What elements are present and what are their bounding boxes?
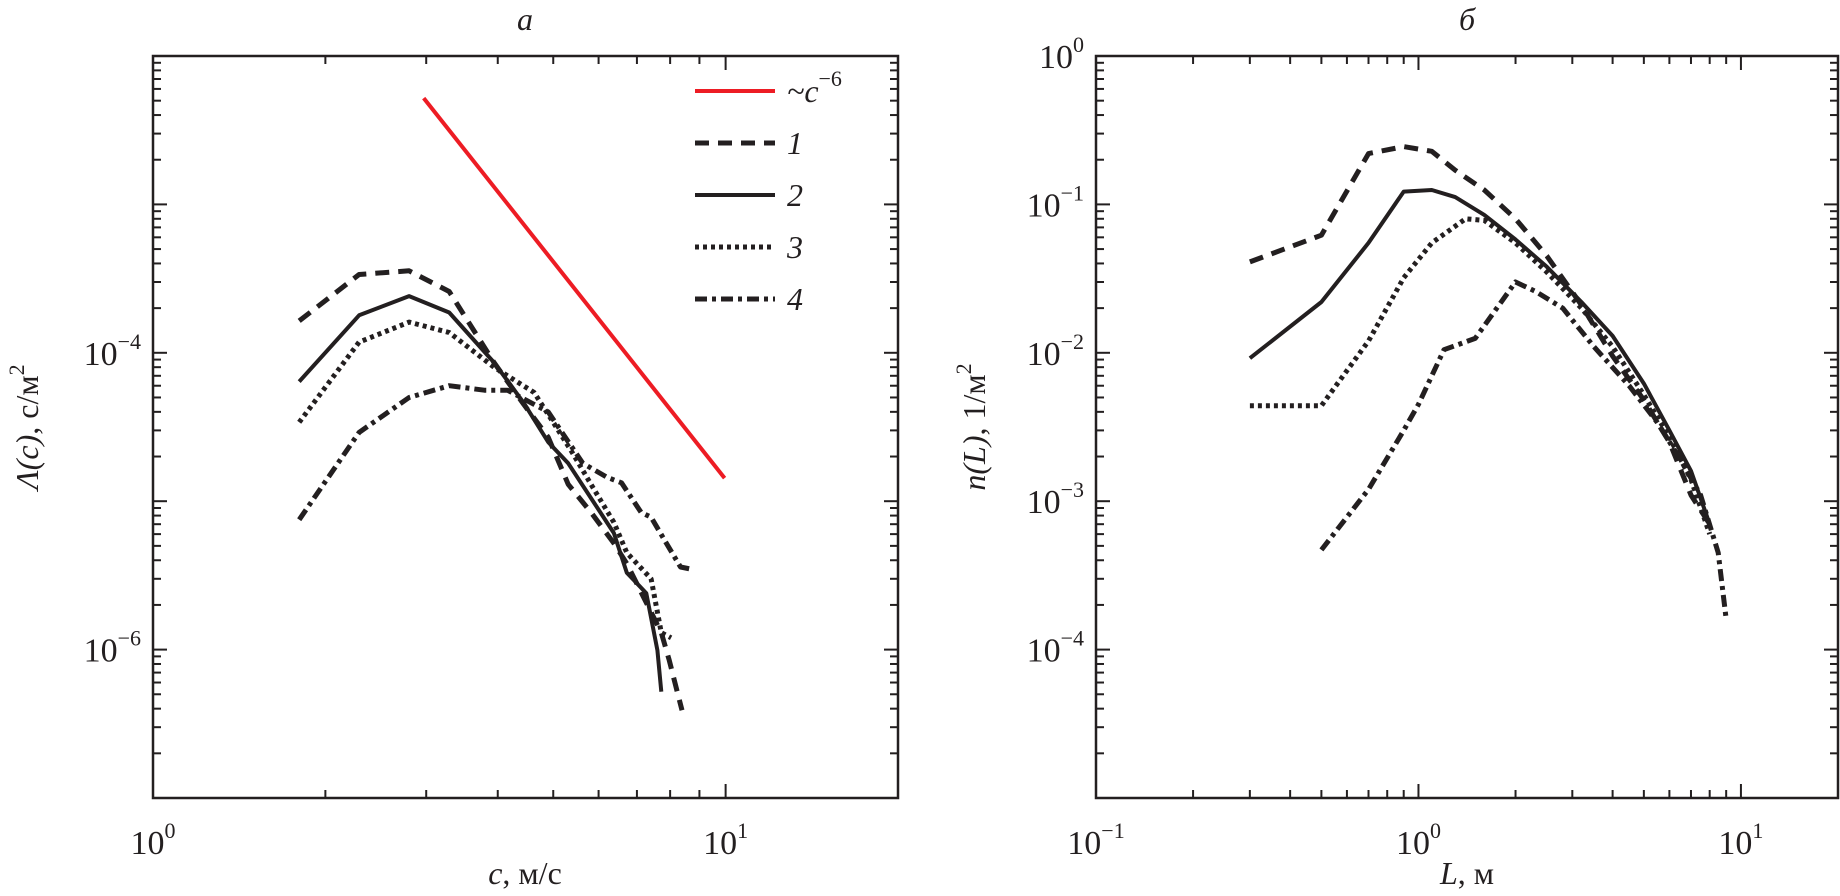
tick-exponent: 0 <box>1073 32 1084 57</box>
tick-base: 10 <box>1067 825 1101 862</box>
y-axis-variable: Λ(c) <box>9 435 45 493</box>
legend-item: 3 <box>695 229 803 265</box>
legend-item: ~c−6 <box>695 66 842 109</box>
panel-b-frame <box>1094 54 1840 800</box>
y-axis-units: , с/м <box>9 375 45 434</box>
y-tick-label: 10−4 <box>1027 626 1084 670</box>
series-line-3 <box>1249 216 1713 535</box>
panel-a-title: а <box>517 1 533 37</box>
series-line-4 <box>297 383 691 572</box>
y-tick-label: 10−1 <box>1027 180 1084 224</box>
x-axis-variable: L <box>1439 855 1458 891</box>
tick-base: 10 <box>1039 39 1073 76</box>
series-line-2 <box>297 294 664 692</box>
tick-base: 10 <box>1027 336 1061 373</box>
tick-exponent: −4 <box>118 329 141 354</box>
tick-base: 10 <box>1718 825 1752 862</box>
tick-base: 10 <box>84 336 118 373</box>
panel-a-series <box>297 96 727 711</box>
y-tick-label: 10−4 <box>84 329 141 373</box>
legend-item: 1 <box>695 125 803 161</box>
y-axis-units-exponent: 2 <box>4 364 29 375</box>
tick-exponent: −1 <box>1101 818 1124 843</box>
tick-exponent: 0 <box>165 818 176 843</box>
y-tick-label: 100 <box>1039 32 1084 76</box>
panel-a-x-axis-label: c, м/с <box>488 855 562 891</box>
legend-label: 4 <box>787 281 803 317</box>
panel-b-y-axis-label: n(L), 1/м2 <box>951 363 992 490</box>
panel-a-ticks <box>152 55 899 799</box>
x-tick-label: 100 <box>1396 818 1441 862</box>
x-tick-label: 101 <box>1718 818 1763 862</box>
panel-b-ticks <box>1095 55 1839 799</box>
tick-base: 10 <box>84 633 118 670</box>
tick-exponent: −3 <box>1061 477 1084 502</box>
tick-base: 10 <box>1027 187 1061 224</box>
panel-b-title: б <box>1459 1 1476 37</box>
tick-base: 10 <box>131 825 165 862</box>
legend-item: 4 <box>695 281 803 317</box>
tick-exponent: −1 <box>1061 180 1084 205</box>
tick-exponent: −6 <box>118 626 141 651</box>
x-axis-units: , м <box>1458 855 1494 891</box>
x-tick-label: 10−1 <box>1067 818 1124 862</box>
series-line-c6 <box>422 96 727 480</box>
y-tick-label: 10−6 <box>84 626 141 670</box>
y-axis-units-exponent: 2 <box>951 363 976 374</box>
tick-exponent: −4 <box>1061 626 1084 651</box>
series-line-2 <box>1248 188 1712 525</box>
series-line-4 <box>1319 279 1729 620</box>
tick-exponent: −2 <box>1061 329 1084 354</box>
tick-exponent: 1 <box>1752 818 1763 843</box>
tick-base: 10 <box>703 825 737 862</box>
tick-base: 10 <box>1396 825 1430 862</box>
series-line-1 <box>1249 144 1712 526</box>
legend-label: 3 <box>786 229 803 265</box>
series-line-3 <box>297 319 673 641</box>
series-line-1 <box>297 268 685 711</box>
y-axis-units: , 1/м <box>956 374 992 435</box>
y-tick-label: 10−3 <box>1027 477 1084 521</box>
legend-label: 2 <box>787 177 803 213</box>
x-tick-label: 101 <box>703 818 748 862</box>
tick-base: 10 <box>1027 484 1061 521</box>
panel-b-series <box>1248 144 1729 620</box>
x-axis-variable: c <box>488 855 502 891</box>
legend-base: ~c <box>787 73 819 109</box>
tick-exponent: 0 <box>1430 818 1441 843</box>
x-axis-units: , м/с <box>502 855 561 891</box>
tick-base: 10 <box>1027 633 1061 670</box>
panel-a-y-axis-label: Λ(c), с/м2 <box>4 364 45 492</box>
y-tick-label: 10−2 <box>1027 329 1084 373</box>
legend-exponent: −6 <box>819 66 842 91</box>
panel-a-legend: ~c−6 1 2 3 4 <box>695 66 842 317</box>
panel-a-frame <box>151 54 900 800</box>
panel-b-x-axis-label: L, м <box>1439 855 1494 891</box>
x-tick-label: 100 <box>131 818 176 862</box>
legend-label: 1 <box>787 125 803 161</box>
legend-item: 2 <box>695 177 803 213</box>
tick-exponent: 1 <box>737 818 748 843</box>
y-axis-variable: n(L) <box>956 436 992 491</box>
legend-label: ~c−6 <box>787 66 842 109</box>
